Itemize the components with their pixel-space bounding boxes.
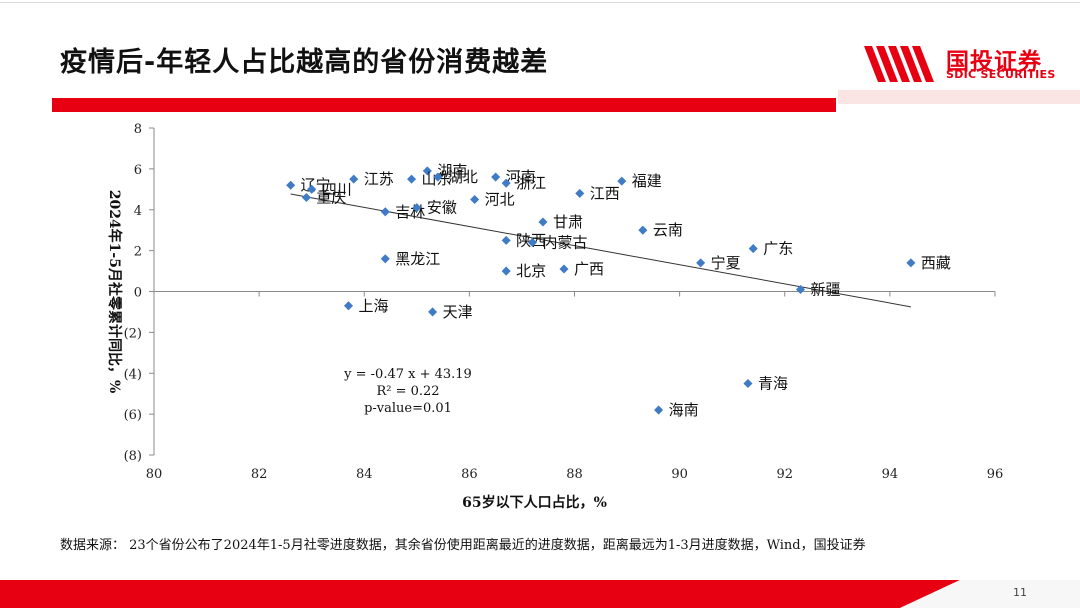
scatter-point xyxy=(538,217,548,227)
point-label: 新疆 xyxy=(811,280,841,298)
point-label: 内蒙古 xyxy=(542,233,587,251)
page-number: 11 xyxy=(1013,586,1027,599)
regression-annotation: p-value=0.01 xyxy=(364,401,452,416)
point-label: 广东 xyxy=(763,240,793,258)
scatter-point xyxy=(501,235,511,245)
point-label: 江苏 xyxy=(364,170,394,188)
x-tick-label: 86 xyxy=(461,467,478,482)
y-tick-label: (4) xyxy=(124,367,142,382)
scatter-point xyxy=(301,192,311,203)
logo-name-en: SDIC SECURITIES xyxy=(946,68,1056,81)
scatter-point xyxy=(433,172,443,182)
point-label: 宁夏 xyxy=(711,254,741,272)
source-note: 数据来源： 23个省份公布了2024年1-5月社零进度数据，其余省份使用距离最近… xyxy=(60,538,866,553)
y-tick-label: (2) xyxy=(124,326,142,341)
scatter-point xyxy=(748,244,758,254)
trend-line xyxy=(290,193,911,308)
scatter-point xyxy=(349,174,359,184)
point-label: 安徽 xyxy=(427,199,457,217)
scatter-point xyxy=(654,405,664,415)
scatter-point xyxy=(491,172,501,182)
point-label: 甘肃 xyxy=(553,213,583,231)
scatter-point xyxy=(286,180,296,190)
scatter-point xyxy=(470,195,480,205)
x-tick-label: 82 xyxy=(251,467,268,482)
point-label: 上海 xyxy=(358,297,388,315)
scatter-point xyxy=(638,225,648,235)
scatter-point xyxy=(743,378,753,388)
scatter-point xyxy=(380,254,390,264)
regression-annotation: R² = 0.22 xyxy=(376,384,439,399)
logo-name-cn: 国投证券 xyxy=(946,49,1042,75)
y-tick-label: 8 xyxy=(134,122,142,137)
y-tick-label: 2 xyxy=(134,245,142,260)
x-tick-label: 84 xyxy=(356,467,373,482)
point-label: 西藏 xyxy=(921,254,951,272)
scatter-point xyxy=(559,264,569,274)
point-label: 北京 xyxy=(516,262,546,280)
y-axis-label: 2024年1-5月社零累计同比，% xyxy=(106,190,123,394)
point-label: 云南 xyxy=(653,221,683,239)
slide-title: 疫情后-年轻人占比越高的省份消费越差 xyxy=(60,47,549,78)
title-accent-bar xyxy=(52,98,836,112)
x-tick-label: 90 xyxy=(671,467,688,482)
point-label: 江西 xyxy=(590,184,620,202)
y-tick-label: 4 xyxy=(134,204,142,219)
logo-stripes-icon xyxy=(864,46,934,82)
point-label: 河南 xyxy=(506,168,536,186)
scatter-point xyxy=(407,174,417,184)
scatter-point xyxy=(428,307,438,317)
y-tick-label: 0 xyxy=(134,286,142,301)
point-label: 河北 xyxy=(485,191,515,209)
point-label: 四川 xyxy=(322,180,352,198)
scatter-point xyxy=(343,301,354,311)
point-label: 重庆 xyxy=(316,188,346,206)
top-divider xyxy=(0,2,1080,3)
company-logo: 国投证券 SDIC SECURITIES xyxy=(860,42,1065,86)
point-label: 浙江 xyxy=(516,174,546,192)
x-tick-label: 94 xyxy=(882,467,899,482)
y-tick-label: 6 xyxy=(134,163,142,178)
point-label: 广西 xyxy=(574,260,604,278)
scatter-point xyxy=(501,266,511,276)
y-tick-label: (6) xyxy=(124,408,142,423)
title-accent-bar-light xyxy=(838,90,1080,104)
point-label: 青海 xyxy=(758,374,788,392)
scatter-point xyxy=(412,203,422,213)
point-label: 湖南 xyxy=(437,162,467,180)
scatter-point xyxy=(380,207,390,217)
point-label: 天津 xyxy=(443,303,473,321)
x-tick-label: 80 xyxy=(146,467,163,482)
footer-band xyxy=(0,580,1080,608)
point-label: 福建 xyxy=(632,172,662,190)
y-tick-label: (8) xyxy=(124,449,142,464)
scatter-point xyxy=(575,188,585,198)
x-axis-label: 65岁以下人口占比，% xyxy=(462,494,607,511)
point-label: 吉林 xyxy=(395,203,425,221)
scatter-point xyxy=(906,258,916,268)
x-tick-label: 96 xyxy=(987,467,1004,482)
point-label: 黑龙江 xyxy=(395,250,440,268)
regression-annotation: y = -0.47 x + 43.19 xyxy=(343,367,472,382)
scatter-point xyxy=(696,258,706,268)
point-label: 湖北 xyxy=(448,168,478,186)
x-tick-label: 92 xyxy=(776,467,793,482)
point-label: 海南 xyxy=(669,401,699,419)
x-tick-label: 88 xyxy=(566,467,583,482)
